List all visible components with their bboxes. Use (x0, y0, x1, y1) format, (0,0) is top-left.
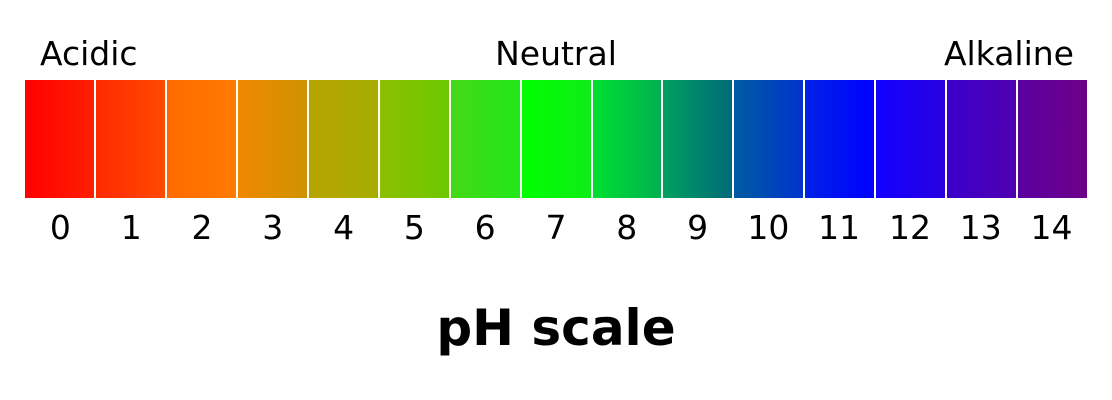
ph-color-bar (25, 80, 1088, 198)
ph-tick-labels: 0 1 2 3 4 5 6 7 8 9 10 11 12 13 14 (25, 208, 1087, 248)
ph-tick-12: 12 (888, 208, 931, 247)
ph-segment-0 (25, 80, 94, 198)
ph-tick-10: 10 (747, 208, 790, 247)
ph-tick-3: 3 (262, 208, 284, 247)
ph-tick-8: 8 (616, 208, 638, 247)
ph-tick-0: 0 (49, 208, 71, 247)
ph-segment-8 (590, 80, 662, 198)
ph-tick-9: 9 (687, 208, 709, 247)
ph-tick-11: 11 (818, 208, 861, 247)
ph-segment-11 (803, 80, 875, 198)
ph-segment-4 (306, 80, 378, 198)
ph-segment-3 (235, 80, 307, 198)
alkaline-label: Alkaline (943, 34, 1074, 73)
ph-tick-14: 14 (1030, 208, 1073, 247)
ph-tick-2: 2 (191, 208, 213, 247)
ph-tick-1: 1 (120, 208, 142, 247)
ph-segment-14 (1016, 80, 1088, 198)
ph-segment-1 (93, 80, 165, 198)
diagram-title: pH scale (436, 299, 676, 357)
ph-tick-13: 13 (959, 208, 1002, 247)
acidic-label: Acidic (40, 34, 138, 73)
ph-segment-12 (874, 80, 946, 198)
ph-segment-13 (945, 80, 1017, 198)
ph-segment-6 (448, 80, 520, 198)
ph-segment-2 (164, 80, 236, 198)
ph-tick-7: 7 (545, 208, 567, 247)
ph-tick-4: 4 (333, 208, 355, 247)
neutral-label: Neutral (495, 34, 617, 73)
ph-segment-5 (377, 80, 449, 198)
ph-tick-5: 5 (403, 208, 425, 247)
ph-segment-9 (661, 80, 733, 198)
ph-segment-7 (519, 80, 591, 198)
ph-segment-10 (732, 80, 804, 198)
ph-tick-6: 6 (474, 208, 496, 247)
